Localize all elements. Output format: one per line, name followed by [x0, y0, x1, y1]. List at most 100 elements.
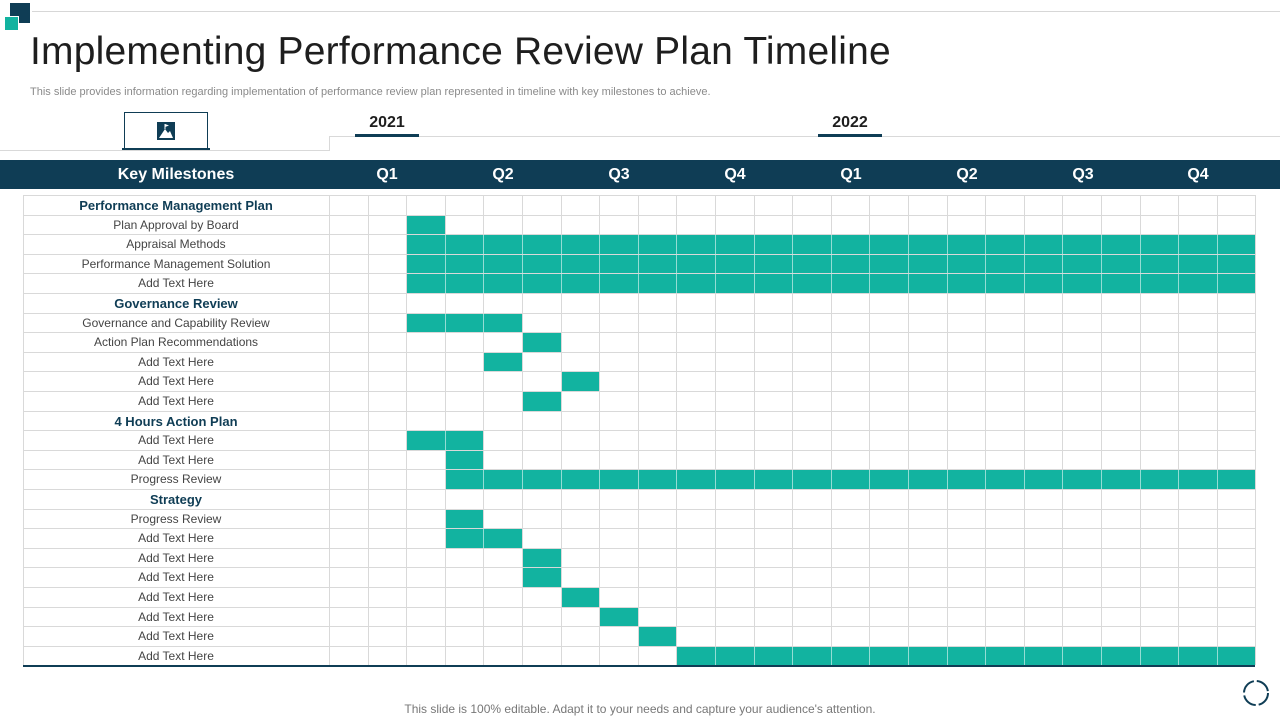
bar-cell-divider	[1023, 470, 1025, 489]
logo-square-teal	[4, 16, 19, 31]
bar-cell-divider	[869, 274, 871, 293]
bar-cell-divider	[1062, 646, 1064, 666]
bar-cell-divider	[946, 646, 948, 666]
milestone-label: Progress Review	[130, 472, 222, 487]
grid-col-line	[1023, 195, 1025, 666]
bar-cell-divider	[1178, 235, 1180, 254]
milestone-label: Action Plan Recommendations	[93, 335, 259, 350]
section-label: Performance Management Plan	[79, 198, 273, 213]
timeline-bar	[523, 568, 561, 587]
grid-col-line	[908, 195, 909, 666]
grid-col-line	[1101, 195, 1102, 666]
bar-cell-divider	[1023, 235, 1025, 254]
bar-cell-divider	[946, 470, 948, 489]
grid-row-line	[23, 391, 1256, 392]
quarter-header: Q3	[608, 166, 630, 183]
grid-col-line	[637, 195, 639, 666]
section-label: Governance Review	[114, 296, 238, 311]
grid-col-line	[1255, 195, 1257, 666]
bar-cell-divider	[792, 274, 794, 293]
bar-cell-divider	[1139, 254, 1141, 274]
quarter-header: Q4	[724, 166, 746, 183]
milestones-header: Key Milestones	[117, 166, 235, 183]
milestone-label: Plan Approval by Board	[113, 217, 239, 232]
milestone-label: Add Text Here	[138, 394, 214, 408]
divider-step	[329, 136, 330, 151]
milestone-label: Add Text Here	[138, 374, 214, 389]
grid-col-line	[560, 195, 562, 666]
timeline-bar	[523, 548, 561, 568]
bar-cell-divider	[946, 235, 948, 254]
grid-row-line	[23, 293, 1256, 294]
timeline-bar	[445, 509, 484, 529]
circle-arrows-icon	[1243, 680, 1269, 706]
bar-cell-divider	[483, 254, 485, 274]
bar-cell-divider	[599, 235, 601, 254]
bar-cell-divider	[715, 254, 716, 274]
year-label-2021: 2021	[369, 114, 405, 131]
bar-cell-divider	[560, 470, 562, 489]
grid-bottom-line	[23, 665, 1256, 668]
bar-cell-divider	[1023, 646, 1025, 666]
bar-cell-divider	[599, 274, 601, 293]
bar-cell-divider	[869, 235, 871, 254]
milestone-label: Add Text Here	[138, 276, 214, 291]
grid-col-line	[1178, 195, 1180, 666]
bar-cell-divider	[753, 254, 755, 274]
bar-cell-divider	[637, 235, 639, 254]
timeline-bar	[638, 627, 677, 646]
quarter-header: Q2	[956, 166, 978, 183]
grid-row-line	[23, 449, 1256, 451]
grid-col-line	[522, 195, 523, 666]
bar-cell-divider	[985, 274, 987, 293]
milestone-label: Add Text Here	[138, 550, 214, 565]
bar-cell-divider	[1216, 470, 1218, 489]
table-header-bar: Key Milestones Q1 Q2 Q3 Q4 Q1 Q2 Q3 Q4	[0, 160, 1280, 189]
page-title: Implementing Performance Review Plan Tim…	[30, 30, 891, 73]
bar-cell-divider	[676, 274, 678, 293]
grid-row-line	[23, 469, 1256, 471]
bar-cell-divider	[985, 254, 987, 274]
page-subtitle: This slide provides information regardin…	[30, 86, 711, 98]
bar-cell-divider	[1139, 274, 1141, 293]
grid-col-line	[985, 195, 987, 666]
milestone-icon-box	[124, 112, 208, 150]
bar-cell-divider	[908, 470, 909, 489]
grid-row-line	[23, 547, 1256, 549]
year-label-2022: 2022	[832, 114, 868, 131]
grid-col-line	[329, 195, 330, 666]
bar-cell-divider	[830, 254, 832, 274]
grid-col-line	[1062, 195, 1064, 666]
grid-col-line	[869, 195, 871, 666]
bar-cell-divider	[1139, 235, 1141, 254]
bar-cell-divider	[1139, 646, 1141, 666]
milestone-label: Governance and Capability Review	[82, 315, 270, 330]
timeline-bar	[561, 588, 600, 607]
divider-left	[0, 150, 330, 151]
grid-row-line	[23, 410, 1256, 412]
bar-cell-divider	[792, 470, 794, 489]
timeline-bar	[407, 215, 445, 235]
bar-cell-divider	[1178, 646, 1180, 666]
bar-cell-divider	[676, 235, 678, 254]
section-label: Strategy	[149, 492, 203, 507]
grid-col-line	[483, 195, 485, 666]
bar-cell-divider	[1178, 470, 1180, 489]
grid-col-line	[753, 195, 755, 666]
bar-cell-divider	[715, 470, 716, 489]
grid-row-line	[23, 253, 1256, 255]
bar-cell-divider	[830, 646, 832, 666]
top-divider	[32, 11, 1280, 12]
bar-cell-divider	[1101, 254, 1102, 274]
bar-cell-divider	[830, 470, 832, 489]
bar-cell-divider	[637, 470, 639, 489]
milestone-label: Add Text Here	[138, 609, 214, 624]
bar-cell-divider	[1023, 274, 1025, 293]
bar-cell-divider	[1101, 274, 1102, 293]
grid-col-line	[1216, 195, 1218, 666]
grid-row-line	[23, 645, 1256, 647]
bar-cell-divider	[792, 646, 794, 666]
section-label: 4 Hours Action Plan	[114, 413, 238, 429]
grid-col-line	[444, 195, 446, 666]
grid-col-line	[23, 195, 24, 666]
